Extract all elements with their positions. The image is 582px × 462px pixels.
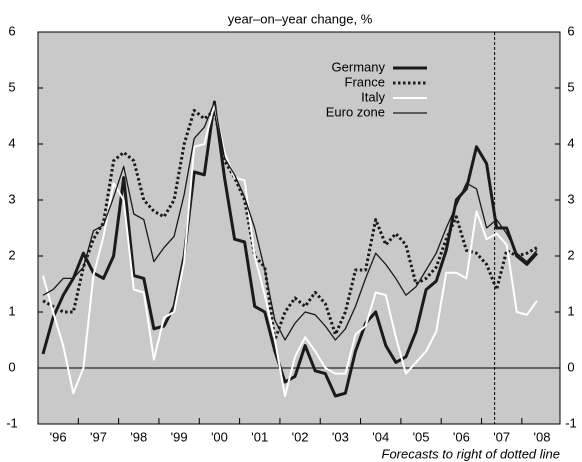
y-tick-label: 0	[8, 359, 15, 374]
y2-tick-label: 3	[567, 191, 574, 206]
y-tick-label: 3	[8, 191, 15, 206]
plot-frame	[37, 31, 561, 425]
x-tick-label: '06	[453, 429, 470, 444]
x-tick-label: '97	[90, 429, 107, 444]
x-tick-label: '05	[413, 429, 430, 444]
y2-tick-label: 4	[567, 135, 574, 150]
series-line	[42, 101, 538, 341]
y-tick-label: 1	[8, 303, 15, 318]
y-tick-label: 2	[8, 247, 15, 262]
x-tick-label: '07	[493, 429, 510, 444]
x-tick-label: '99	[171, 429, 188, 444]
y-tick-label: 4	[8, 135, 15, 150]
y2-tick-label: 5	[567, 79, 574, 94]
legend-label: Italy	[361, 89, 385, 104]
series-line	[42, 108, 538, 342]
x-tick-label: '96	[50, 429, 67, 444]
legend-label: Euro zone	[326, 104, 385, 119]
y2-tick-label: 2	[567, 247, 574, 262]
y2-tick-label: 0	[567, 359, 574, 374]
y-tick-label: 5	[8, 79, 15, 94]
y2-tick-label: -1	[565, 415, 577, 430]
series-line	[42, 103, 538, 397]
x-tick-label: '98	[130, 429, 147, 444]
x-tick-label: '01	[251, 429, 268, 444]
y-tick-label: 6	[8, 23, 15, 38]
legend-label: France	[345, 74, 385, 89]
x-tick-label: '04	[372, 429, 389, 444]
footnote: Forecasts to right of dotted line	[382, 446, 560, 461]
x-tick-label: '02	[292, 429, 309, 444]
x-tick-label: '08	[534, 429, 551, 444]
y2-tick-label: 1	[567, 303, 574, 318]
chart-title: year–on–year change, %	[228, 11, 373, 26]
legend-label: Germany	[332, 59, 386, 74]
y2-tick-label: 6	[567, 23, 574, 38]
x-tick-label: '00	[211, 429, 228, 444]
y-tick-label: -1	[6, 415, 18, 430]
x-tick-label: '03	[332, 429, 349, 444]
